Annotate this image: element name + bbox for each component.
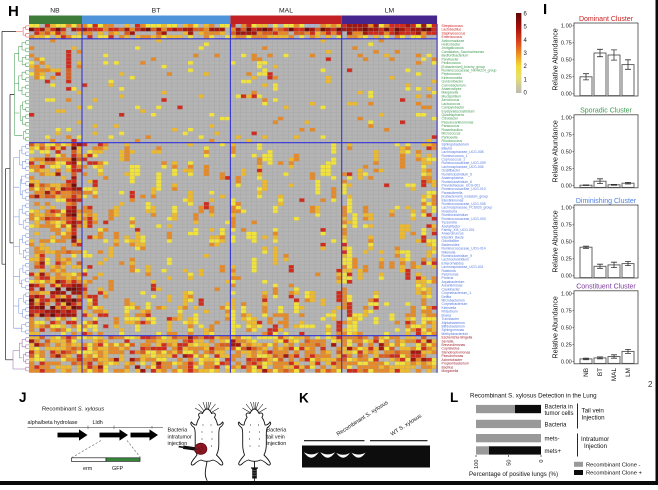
svg-text:0.50: 0.50 <box>561 240 572 246</box>
svg-text:50: 50 <box>507 460 513 466</box>
svg-text:LM: LM <box>625 368 632 377</box>
svg-text:1.00: 1.00 <box>561 116 572 122</box>
svg-text:0.00: 0.00 <box>561 274 572 280</box>
svg-text:BT: BT <box>597 368 604 376</box>
svg-text:Recombinant Clone +: Recombinant Clone + <box>586 471 643 477</box>
svg-text:0.25: 0.25 <box>561 343 572 349</box>
svg-text:0.25: 0.25 <box>561 75 572 81</box>
svg-text:Percentage of positive lungs (: Percentage of positive lungs (%) <box>469 471 558 478</box>
svg-text:Tail vein: Tail vein <box>582 408 605 415</box>
svg-text:Relative Abundance: Relative Abundance <box>553 120 560 182</box>
svg-text:Diminishing Cluster: Diminishing Cluster <box>576 198 637 205</box>
svg-text:LM: LM <box>385 8 395 15</box>
svg-text:L: L <box>450 390 458 405</box>
svg-text:MAL: MAL <box>279 8 293 15</box>
svg-text:0: 0 <box>539 460 545 463</box>
svg-text:Dominant Cluster: Dominant Cluster <box>579 16 634 23</box>
svg-text:tumor cells: tumor cells <box>545 411 574 417</box>
svg-text:Intratumor: Intratumor <box>581 436 609 443</box>
svg-text:Lldh: Lldh <box>93 420 103 426</box>
svg-text:0.75: 0.75 <box>561 133 572 139</box>
svg-text:0.75: 0.75 <box>561 309 572 315</box>
svg-text:intratumor: intratumor <box>168 434 192 440</box>
svg-text:injection: injection <box>267 441 287 447</box>
svg-text:1.00: 1.00 <box>561 206 572 212</box>
svg-text:BT: BT <box>152 8 161 15</box>
svg-text:J: J <box>19 390 27 405</box>
svg-text:Relative Abundance: Relative Abundance <box>553 28 560 90</box>
svg-text:0.50: 0.50 <box>561 58 572 64</box>
svg-text:tail vein: tail vein <box>267 434 285 440</box>
svg-text:Relative Abundance: Relative Abundance <box>553 210 560 272</box>
svg-text:alpha/beta hydrolase: alpha/beta hydrolase <box>28 420 78 426</box>
svg-text:Bacteria: Bacteria <box>545 423 568 429</box>
svg-text:0.75: 0.75 <box>561 223 572 229</box>
svg-text:erm: erm <box>83 466 93 472</box>
svg-text:0.75: 0.75 <box>561 41 572 47</box>
svg-text:1.00: 1.00 <box>561 292 572 298</box>
svg-text:Relative Abundance: Relative Abundance <box>553 296 560 358</box>
svg-text:Morganella: Morganella <box>442 369 459 373</box>
svg-text:1.00: 1.00 <box>561 24 572 30</box>
svg-text:GFP: GFP <box>112 466 123 472</box>
svg-text:0.00: 0.00 <box>561 184 572 190</box>
svg-text:2: 2 <box>648 380 653 389</box>
svg-text:Recombinant Clone -: Recombinant Clone - <box>586 463 641 469</box>
svg-text:Injection: Injection <box>582 415 606 422</box>
svg-text:mets-: mets- <box>545 437 560 443</box>
svg-text:0.25: 0.25 <box>561 257 572 263</box>
svg-text:K: K <box>299 391 309 406</box>
svg-text:Recombinant S. xylosus Detecti: Recombinant S. xylosus Detection in the … <box>470 393 597 400</box>
svg-text:0.50: 0.50 <box>561 150 572 156</box>
svg-text:mets+: mets+ <box>545 449 562 455</box>
svg-text:MAL: MAL <box>611 368 618 382</box>
svg-text:0.00: 0.00 <box>561 360 572 366</box>
svg-text:NB: NB <box>583 368 590 377</box>
svg-text:Bacteria in: Bacteria in <box>545 405 573 411</box>
svg-text:I: I <box>543 1 547 18</box>
svg-text:Bacteria: Bacteria <box>267 428 287 434</box>
svg-text:0.50: 0.50 <box>561 326 572 332</box>
svg-text:Recombinant S. xylosus: Recombinant S. xylosus <box>42 407 104 413</box>
svg-text:100: 100 <box>474 460 480 469</box>
svg-text:H: H <box>8 3 19 20</box>
svg-text:Bacteria: Bacteria <box>168 428 188 434</box>
svg-text:0.00: 0.00 <box>561 92 572 98</box>
svg-text:Constituent Cluster: Constituent Cluster <box>576 284 636 291</box>
svg-text:Injection: Injection <box>584 443 608 450</box>
svg-text:Sporadic Cluster: Sporadic Cluster <box>580 108 632 115</box>
svg-text:NB: NB <box>50 8 60 15</box>
svg-text:0.25: 0.25 <box>561 167 572 173</box>
